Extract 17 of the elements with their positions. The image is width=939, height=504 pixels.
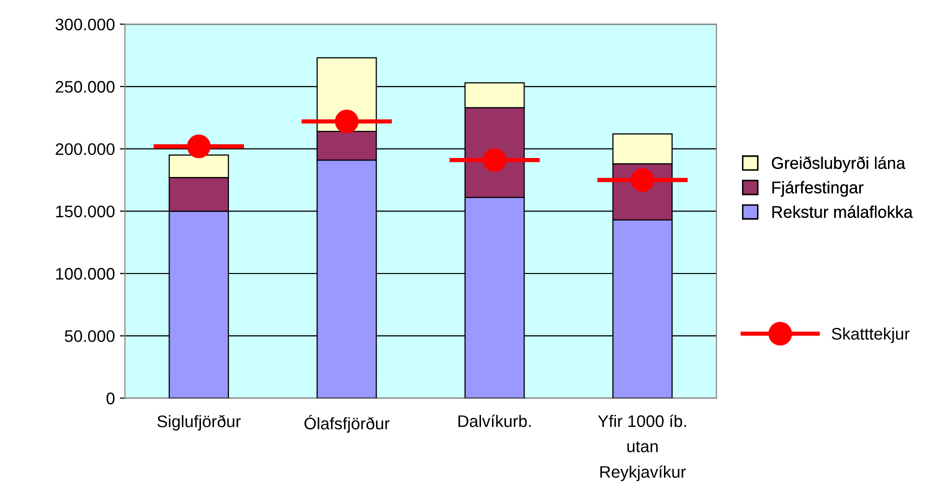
- x-tick-label: Ólafsfjörður: [304, 414, 390, 433]
- legend-label: Rekstur málaflokka: [772, 205, 913, 218]
- legend-label: Fjárfestingar: [772, 180, 864, 197]
- point: [334, 110, 359, 134]
- legend-label: Skatttekjur: [832, 327, 910, 344]
- y-tick-label: 50.000: [64, 330, 115, 342]
- y-tick-label: 250.000: [56, 80, 115, 93]
- x-tick-label: Yfir 1000 íb. utan Reykjavíkur: [598, 414, 686, 482]
- y-tick-label: 0: [106, 392, 115, 404]
- y-tick-label: 200.000: [56, 143, 115, 156]
- x-tick-label: Dalvíkurb.: [458, 414, 531, 428]
- y-tick-label: 100.000: [56, 268, 115, 280]
- point: [187, 134, 211, 158]
- x-tick-label: Siglufjörður: [157, 414, 241, 431]
- legend-label: Greiðslubyrði lána: [772, 156, 906, 172]
- y-tick-label: 150.000: [56, 206, 115, 218]
- y-tick-label: 300.000: [56, 18, 115, 30]
